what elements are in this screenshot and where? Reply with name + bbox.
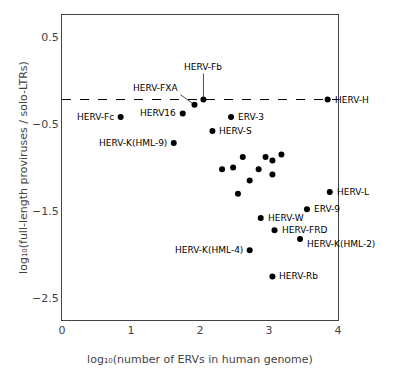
svg-text:−0.5: −0.5 (32, 118, 59, 131)
svg-text:HERV-Fb: HERV-Fb (184, 62, 222, 72)
svg-text:HERV-L: HERV-L (337, 187, 369, 197)
svg-text:2: 2 (197, 324, 204, 337)
svg-text:log₁₀(full-length proviruses /: log₁₀(full-length proviruses / solo-LTRs… (17, 61, 30, 274)
svg-text:HERV-K(HML-9): HERV-K(HML-9) (99, 138, 167, 148)
svg-text:HERV16: HERV16 (140, 108, 176, 118)
svg-text:HERV-FXA: HERV-FXA (133, 83, 178, 93)
svg-text:HERV-W: HERV-W (268, 213, 304, 223)
svg-text:3: 3 (266, 324, 273, 337)
svg-text:0.5: 0.5 (41, 31, 59, 44)
svg-text:HERV-FRD: HERV-FRD (282, 225, 328, 235)
svg-text:HERV-K(HML-4): HERV-K(HML-4) (175, 245, 243, 255)
svg-text:ERV-3: ERV-3 (238, 112, 264, 122)
svg-text:HERV-K(HML-2): HERV-K(HML-2) (307, 239, 375, 249)
svg-text:1: 1 (128, 324, 135, 337)
svg-text:log₁₀(number of ERVs in human: log₁₀(number of ERVs in human genome) (87, 353, 313, 366)
svg-text:HERV-H: HERV-H (335, 95, 369, 105)
svg-text:−2.5: −2.5 (32, 292, 59, 305)
svg-text:0: 0 (59, 324, 66, 337)
svg-text:HERV-Rb: HERV-Rb (279, 271, 318, 281)
svg-text:−1.5: −1.5 (32, 205, 59, 218)
svg-text:4: 4 (335, 324, 342, 337)
svg-text:HERV-Fc: HERV-Fc (77, 112, 114, 122)
svg-text:ERV-9: ERV-9 (314, 204, 340, 214)
svg-text:HERV-S: HERV-S (219, 126, 252, 136)
